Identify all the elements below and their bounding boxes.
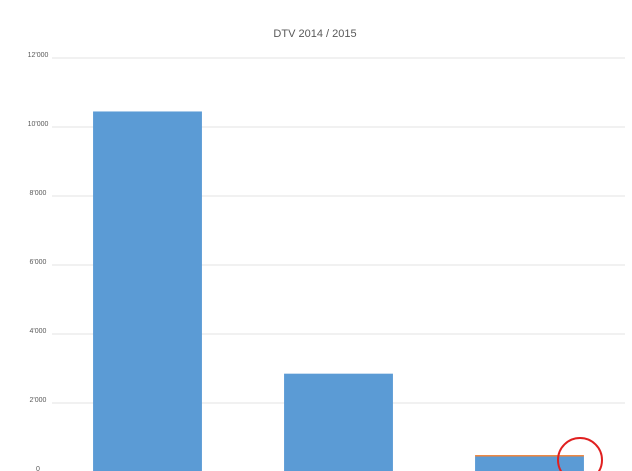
y-tick-label: 2'000 <box>30 397 47 404</box>
bar <box>284 373 393 471</box>
y-tick-label: 6'000 <box>30 259 47 266</box>
y-tick-label: 4'000 <box>30 328 47 335</box>
bar <box>475 455 584 457</box>
y-tick-label: 12'000 <box>28 52 49 59</box>
highlight-circle <box>557 437 603 471</box>
bar <box>475 456 584 471</box>
y-tick-label: 0 <box>36 466 40 471</box>
y-tick-label: 8'000 <box>30 190 47 197</box>
y-tick-label: 10'000 <box>28 121 49 128</box>
chart-title: DTV 2014 / 2015 <box>273 28 356 40</box>
bar <box>93 111 202 471</box>
